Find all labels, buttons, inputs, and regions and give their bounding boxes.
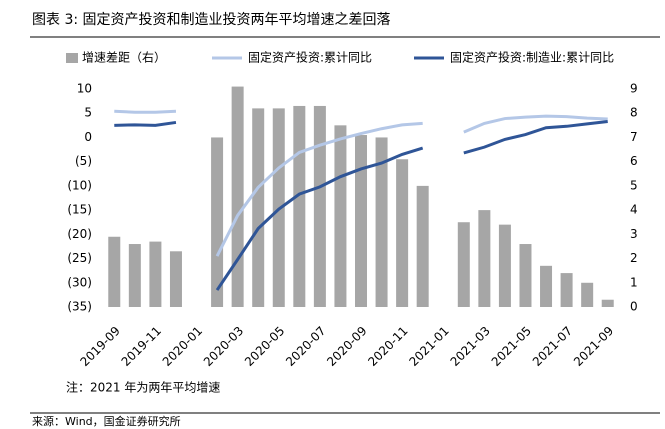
y-tick-label: 5 xyxy=(84,106,92,120)
x-tick-label: 2020-09 xyxy=(324,324,369,369)
y2-tick-label: 3 xyxy=(630,227,638,241)
x-tick-label: 2019-09 xyxy=(78,324,123,369)
x-tick-label: 2020-05 xyxy=(242,324,287,369)
y-tick-label: (15) xyxy=(67,203,92,217)
bar xyxy=(416,185,429,307)
line xyxy=(114,120,177,127)
bar xyxy=(313,105,326,307)
y2-tick-label: 8 xyxy=(630,106,638,120)
y-tick-label: (25) xyxy=(67,251,92,265)
legend-label: 固定资产投资:累计同比 xyxy=(248,50,372,65)
x-tick-label: 2020-07 xyxy=(283,324,328,369)
x-tick-label: 2021-01 xyxy=(406,324,451,369)
note: 注：2021 年为两年平均增速 xyxy=(66,380,220,395)
bar xyxy=(519,244,532,307)
x-tick-label: 2020-01 xyxy=(160,324,205,369)
legend-label: 增速差距（右） xyxy=(82,50,166,65)
bar xyxy=(149,241,162,307)
bar xyxy=(498,224,511,307)
bar xyxy=(169,251,182,307)
bar xyxy=(231,86,244,307)
x-tick-label: 2020-11 xyxy=(365,324,410,369)
bar xyxy=(252,108,265,307)
x-tick-label: 2021-09 xyxy=(571,324,616,369)
y2-tick-label: 0 xyxy=(630,300,638,314)
y-tick-label: (30) xyxy=(67,275,92,289)
bar xyxy=(334,125,347,307)
bar xyxy=(375,137,388,307)
bar xyxy=(478,210,491,307)
y-tick-label: (5) xyxy=(75,154,92,168)
y2-tick-label: 7 xyxy=(630,130,638,144)
chart-title: 图表 3: 固定资产投资和制造业投资两年平均增速之差回落 xyxy=(32,12,391,28)
y-tick-label: 10 xyxy=(77,82,92,96)
x-tick-label: 2020-03 xyxy=(201,324,246,369)
bar xyxy=(108,236,121,307)
line xyxy=(463,114,608,134)
y-tick-label: (35) xyxy=(67,300,92,314)
y2-tick-label: 4 xyxy=(630,203,638,217)
y-tick-label: (20) xyxy=(67,227,92,241)
y2-tick-label: 9 xyxy=(630,82,638,96)
x-tick-label: 2021-07 xyxy=(530,324,575,369)
line xyxy=(114,109,177,114)
line xyxy=(463,119,608,155)
line xyxy=(215,121,423,257)
source: 来源：Wind，国金证券研究所 xyxy=(32,414,181,428)
legend-swatch xyxy=(66,53,78,63)
bar xyxy=(601,299,614,307)
bar xyxy=(211,137,224,307)
y2-tick-label: 1 xyxy=(630,275,638,289)
bar xyxy=(581,282,594,307)
bar xyxy=(293,105,306,307)
x-tick-label: 2019-11 xyxy=(119,324,164,369)
bar xyxy=(540,265,553,307)
line xyxy=(215,146,424,291)
y-tick-label: 0 xyxy=(84,130,92,144)
legend-label: 固定资产投资:制造业:累计同比 xyxy=(450,50,614,65)
y2-tick-label: 2 xyxy=(630,251,638,265)
bar xyxy=(457,222,470,307)
bar xyxy=(128,244,141,307)
bar xyxy=(396,159,409,307)
x-tick-label: 2021-05 xyxy=(489,324,534,369)
y2-tick-label: 5 xyxy=(630,178,638,192)
y-tick-label: (10) xyxy=(67,178,92,192)
bar xyxy=(560,273,573,307)
x-tick-label: 2021-03 xyxy=(448,324,493,369)
bar xyxy=(355,135,367,307)
y2-tick-label: 6 xyxy=(630,154,638,168)
